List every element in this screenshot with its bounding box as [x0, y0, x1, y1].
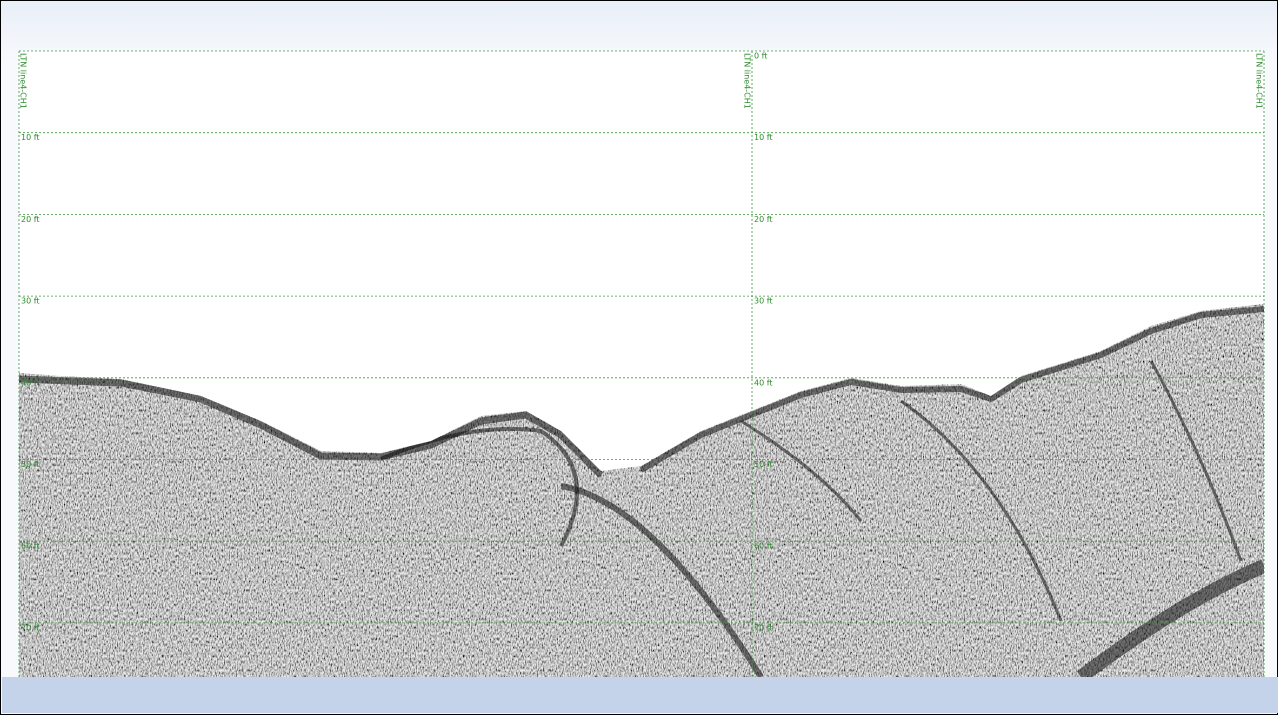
- channel-label: LTN line4-CH1: [743, 53, 752, 109]
- channel-label: LTN line4-CH1: [19, 53, 28, 109]
- depth-label: 50 ft: [21, 460, 40, 469]
- depth-label: 60 ft: [754, 542, 773, 551]
- depth-label: 30 ft: [21, 297, 40, 306]
- depth-label: 60 ft: [21, 542, 40, 551]
- depth-label: 40 ft: [21, 378, 40, 387]
- depth-label: 10 ft: [754, 133, 773, 142]
- depth-label: 30 ft: [754, 297, 773, 306]
- depth-label: 0 ft: [754, 52, 767, 61]
- depth-label: 70 ft: [754, 623, 773, 632]
- depth-label: 20 ft: [21, 215, 40, 224]
- sonar-display: 0 ft 10 ft 10 ft 20 ft 20 ft 30 ft 30 ft 40 ft 4…: [1, 1, 1278, 716]
- window: 0 ft 10 ft 10 ft 20 ft 20 ft 30 ft 30 ft 40 ft 4…: [0, 0, 1278, 715]
- depth-label: 50 ft: [754, 460, 773, 469]
- depth-label: 20 ft: [754, 215, 773, 224]
- depth-label: 10 ft: [21, 133, 40, 142]
- depth-label: 40 ft: [754, 378, 773, 387]
- channel-label: LTN line4-CH1: [1255, 53, 1264, 109]
- depth-label: 70 ft: [21, 623, 40, 632]
